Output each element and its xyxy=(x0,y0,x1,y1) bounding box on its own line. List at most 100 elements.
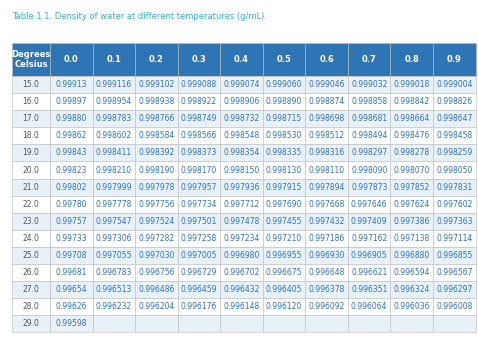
Text: 0.997712: 0.997712 xyxy=(223,200,260,209)
Text: 0.996930: 0.996930 xyxy=(308,251,345,260)
Text: 0.998858: 0.998858 xyxy=(351,97,387,106)
Text: 19.0: 19.0 xyxy=(22,148,39,158)
Text: 0.996756: 0.996756 xyxy=(138,268,174,277)
Text: 0.997999: 0.997999 xyxy=(96,183,132,192)
Text: 0.996351: 0.996351 xyxy=(351,285,387,294)
Text: 0.3: 0.3 xyxy=(192,55,206,64)
Text: 0.998530: 0.998530 xyxy=(266,131,302,140)
Text: Degrees
Celsius: Degrees Celsius xyxy=(11,49,51,69)
Text: 0.997624: 0.997624 xyxy=(393,200,430,209)
Text: Table 1.1. Density of water at different temperatures (g/mL).: Table 1.1. Density of water at different… xyxy=(12,12,267,21)
Text: 0.997734: 0.997734 xyxy=(181,200,217,209)
Text: 0.996176: 0.996176 xyxy=(181,302,217,311)
Text: 0.998458: 0.998458 xyxy=(436,131,472,140)
Text: 0.998664: 0.998664 xyxy=(393,114,430,123)
Text: 0.997306: 0.997306 xyxy=(96,234,132,243)
Text: 0.996008: 0.996008 xyxy=(436,302,473,311)
Text: 0.997831: 0.997831 xyxy=(436,183,472,192)
Text: 0.996513: 0.996513 xyxy=(96,285,132,294)
Text: 0.998890: 0.998890 xyxy=(266,97,302,106)
Text: 0.4: 0.4 xyxy=(234,55,249,64)
Text: 0.996567: 0.996567 xyxy=(436,268,473,277)
Text: 0.997386: 0.997386 xyxy=(393,217,430,226)
Text: 0.99733: 0.99733 xyxy=(55,234,87,243)
Text: 0.997524: 0.997524 xyxy=(138,217,174,226)
Text: 0.999018: 0.999018 xyxy=(394,80,430,89)
Text: 0.999074: 0.999074 xyxy=(223,80,260,89)
Text: 0.998210: 0.998210 xyxy=(96,165,132,175)
Text: 0.996486: 0.996486 xyxy=(138,285,174,294)
Text: 0.998170: 0.998170 xyxy=(181,165,217,175)
Text: 0.996702: 0.996702 xyxy=(223,268,260,277)
Text: 0.996036: 0.996036 xyxy=(393,302,430,311)
Text: 18.0: 18.0 xyxy=(22,131,39,140)
Text: 0.99708: 0.99708 xyxy=(55,251,87,260)
Text: 0.999046: 0.999046 xyxy=(308,80,345,89)
Text: 22.0: 22.0 xyxy=(22,200,39,209)
Text: 0.997234: 0.997234 xyxy=(223,234,260,243)
Text: 0.997210: 0.997210 xyxy=(266,234,302,243)
Text: 0.99862: 0.99862 xyxy=(55,131,87,140)
Text: 0.996092: 0.996092 xyxy=(308,302,345,311)
Text: 0.998906: 0.998906 xyxy=(223,97,260,106)
Text: 0.99880: 0.99880 xyxy=(55,114,87,123)
Text: 0.99802: 0.99802 xyxy=(55,183,87,192)
Text: 0.998297: 0.998297 xyxy=(351,148,387,158)
Text: 0.996729: 0.996729 xyxy=(181,268,217,277)
Text: 21.0: 21.0 xyxy=(22,183,39,192)
Text: 0.996148: 0.996148 xyxy=(223,302,260,311)
Text: 0.2: 0.2 xyxy=(149,55,164,64)
Text: 0.997668: 0.997668 xyxy=(308,200,345,209)
Text: 0.996621: 0.996621 xyxy=(351,268,387,277)
Text: 0.996378: 0.996378 xyxy=(308,285,345,294)
Text: 0.997978: 0.997978 xyxy=(138,183,174,192)
Text: 0.998783: 0.998783 xyxy=(96,114,132,123)
Text: 0.996204: 0.996204 xyxy=(138,302,174,311)
Text: 0.998647: 0.998647 xyxy=(436,114,473,123)
Text: 0.996324: 0.996324 xyxy=(393,285,430,294)
Text: 0.998681: 0.998681 xyxy=(351,114,387,123)
Text: 0.998190: 0.998190 xyxy=(138,165,174,175)
Text: 0.99913: 0.99913 xyxy=(55,80,87,89)
Text: 23.0: 23.0 xyxy=(22,217,39,226)
Text: 0.998278: 0.998278 xyxy=(394,148,430,158)
Text: 0.998050: 0.998050 xyxy=(436,165,473,175)
Text: 0.997915: 0.997915 xyxy=(266,183,302,192)
Text: 0.996648: 0.996648 xyxy=(308,268,345,277)
Text: 0.998938: 0.998938 xyxy=(138,97,174,106)
Text: 0.99843: 0.99843 xyxy=(55,148,87,158)
Text: 0.997432: 0.997432 xyxy=(308,217,345,226)
Text: 0.996955: 0.996955 xyxy=(266,251,302,260)
Text: 0.998566: 0.998566 xyxy=(181,131,217,140)
Text: 0.997690: 0.997690 xyxy=(266,200,302,209)
Text: 24.0: 24.0 xyxy=(22,234,39,243)
Text: 0.997646: 0.997646 xyxy=(351,200,388,209)
Text: 0.8: 0.8 xyxy=(404,55,419,64)
Text: 0.996459: 0.996459 xyxy=(181,285,217,294)
Text: 0.997455: 0.997455 xyxy=(266,217,302,226)
Text: 0.99780: 0.99780 xyxy=(55,200,87,209)
Text: 0.997778: 0.997778 xyxy=(96,200,132,209)
Text: 0.997602: 0.997602 xyxy=(436,200,473,209)
Text: 0.997873: 0.997873 xyxy=(351,183,387,192)
Text: 0.998548: 0.998548 xyxy=(223,131,260,140)
Text: 28.0: 28.0 xyxy=(22,302,39,311)
Text: 0.998150: 0.998150 xyxy=(223,165,260,175)
Text: 0.997409: 0.997409 xyxy=(351,217,388,226)
Text: 0.7: 0.7 xyxy=(362,55,377,64)
Text: 0.996064: 0.996064 xyxy=(351,302,388,311)
Text: 0.998584: 0.998584 xyxy=(138,131,174,140)
Text: 0.996232: 0.996232 xyxy=(96,302,132,311)
Text: 0.998090: 0.998090 xyxy=(351,165,387,175)
Text: 0.998070: 0.998070 xyxy=(393,165,430,175)
Text: 0.997894: 0.997894 xyxy=(308,183,345,192)
Text: 16.0: 16.0 xyxy=(22,97,39,106)
Text: 0.998874: 0.998874 xyxy=(308,97,345,106)
Text: 0.996432: 0.996432 xyxy=(223,285,260,294)
Text: 0.997501: 0.997501 xyxy=(181,217,217,226)
Text: 0.996297: 0.996297 xyxy=(436,285,473,294)
Text: 0.997114: 0.997114 xyxy=(436,234,472,243)
Text: 0.997186: 0.997186 xyxy=(308,234,345,243)
Text: 0.997055: 0.997055 xyxy=(96,251,132,260)
Text: 0.0: 0.0 xyxy=(64,55,78,64)
